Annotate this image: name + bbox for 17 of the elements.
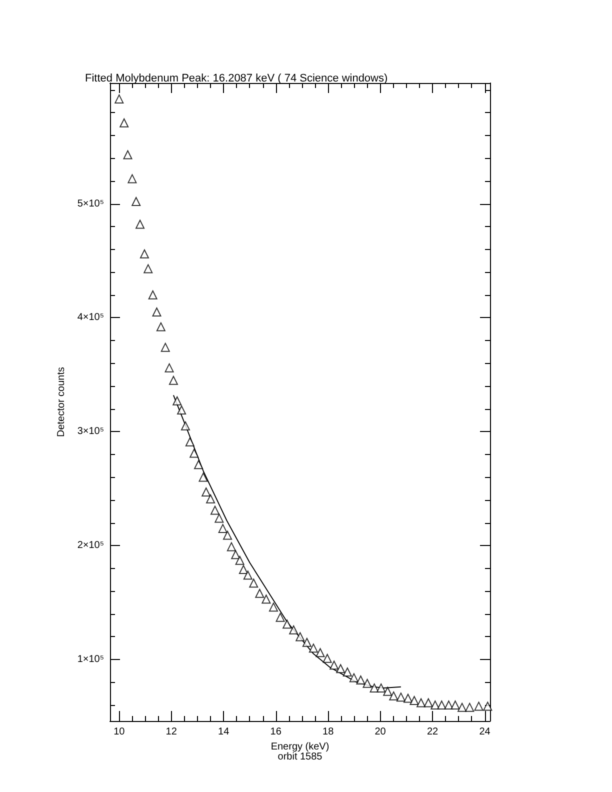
text: orbit 1585 <box>278 752 323 762</box>
y-tick-label: 3×10⁵ <box>77 426 104 438</box>
x-tick-label: 10 <box>114 726 126 738</box>
y-tick-label: 2×10⁵ <box>77 540 104 552</box>
x-tick-label: 24 <box>479 726 491 738</box>
chart-title: Fitted Molybdenum Peak: 16.2087 keV ( 74 Science windows) <box>85 72 388 84</box>
y-tick-label: 1×10⁵ <box>77 654 104 665</box>
y-tick-label: 5×10⁵ <box>77 198 104 210</box>
x-tick-label: 14 <box>218 726 230 738</box>
x-tick-label: 20 <box>374 726 386 738</box>
x-tick-label: 16 <box>270 726 282 738</box>
x-tick-label: 12 <box>166 726 178 738</box>
x-tick-label: 18 <box>322 726 334 738</box>
y-axis-title: Detector counts <box>56 366 67 438</box>
y-tick-label: 4×10⁵ <box>77 312 104 324</box>
x-axis-title: Energy (keV) <box>270 741 330 752</box>
x-tick-label: 22 <box>426 726 439 738</box>
